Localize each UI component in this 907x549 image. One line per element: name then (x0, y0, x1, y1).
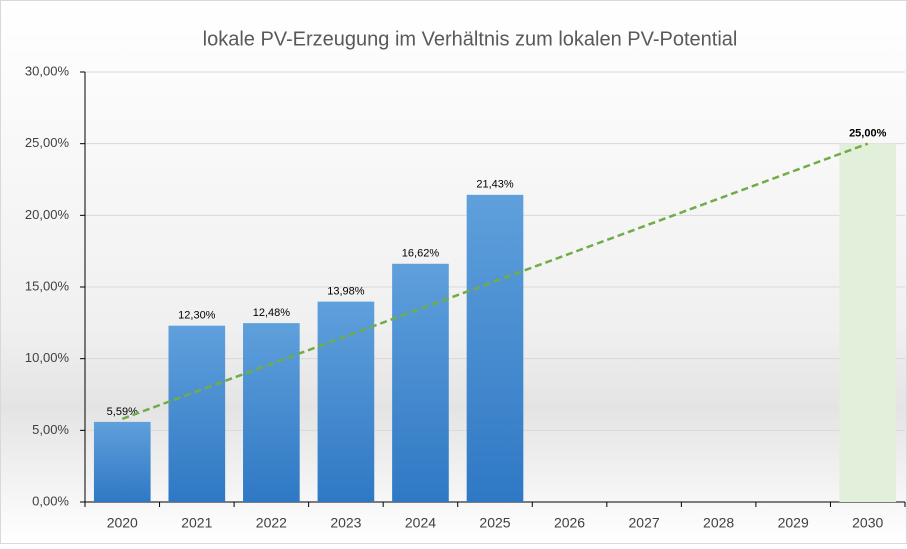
value-label: 21,43% (476, 179, 514, 191)
x-tick-label: 2030 (852, 515, 883, 531)
value-label: 16,62% (402, 248, 440, 260)
value-label: 5,59% (107, 406, 138, 418)
value-label: 13,98% (327, 286, 365, 298)
x-tick-label: 2029 (778, 515, 809, 531)
bar (317, 301, 375, 502)
x-tick-label: 2021 (181, 515, 212, 531)
value-label: 12,30% (178, 310, 216, 322)
y-tick-label: 25,00% (25, 135, 70, 150)
value-label: 12,48% (253, 307, 291, 319)
x-tick-label: 2025 (479, 515, 510, 531)
bar (839, 143, 897, 502)
y-tick-label: 20,00% (25, 207, 70, 222)
x-tick-label: 2022 (256, 515, 287, 531)
x-tick-label: 2020 (107, 515, 138, 531)
y-tick-label: 15,00% (25, 278, 70, 293)
bar (392, 263, 449, 502)
x-tick-label: 2023 (330, 515, 361, 531)
y-tick-label: 10,00% (25, 350, 70, 365)
y-tick-label: 0,00% (32, 493, 69, 508)
bar (466, 194, 524, 502)
y-tick-label: 30,00% (25, 63, 70, 78)
bar (93, 421, 151, 502)
bar (243, 323, 300, 502)
y-tick-label: 5,00% (32, 422, 69, 437)
x-tick-label: 2028 (703, 515, 734, 531)
trend-line (121, 142, 869, 421)
x-tick-label: 2026 (554, 515, 585, 531)
value-label: 25,00% (849, 128, 887, 140)
x-tick-label: 2027 (629, 515, 660, 531)
chart-title: lokale PV-Erzeugung im Verhältnis zum lo… (203, 28, 738, 50)
bar (168, 325, 226, 502)
x-tick-label: 2024 (405, 515, 436, 531)
